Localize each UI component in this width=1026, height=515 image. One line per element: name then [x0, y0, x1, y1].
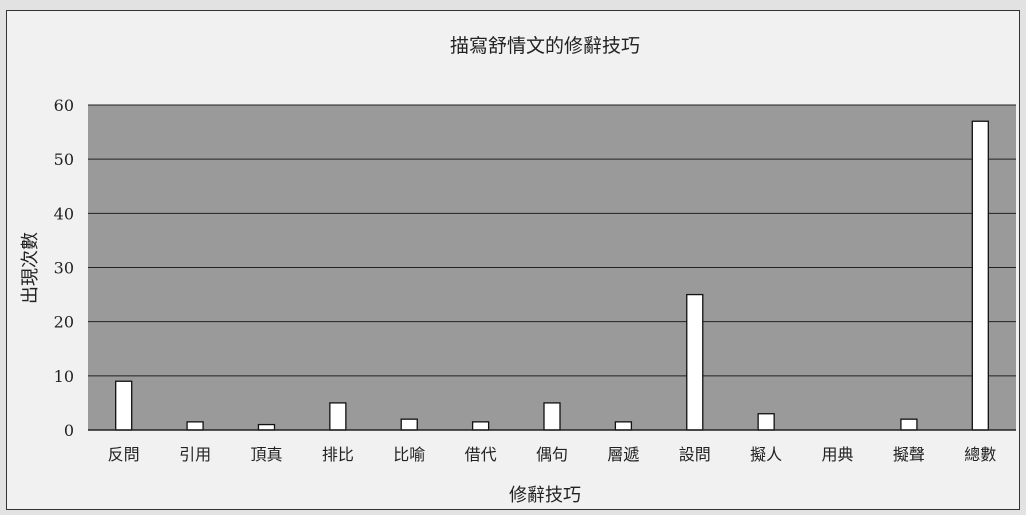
y-tick-label: 60 — [54, 96, 74, 115]
bar — [543, 402, 561, 431]
y-tick-label: 20 — [54, 313, 74, 332]
x-tick-label: 頂真 — [250, 445, 282, 464]
chart-title: 描寫舒情文的修辭技巧 — [450, 35, 640, 57]
x-tick-label: 排比 — [322, 445, 354, 464]
bar — [329, 402, 347, 431]
bar — [471, 421, 490, 431]
bar — [400, 418, 418, 431]
x-tick-label: 層遞 — [607, 445, 639, 464]
bars — [115, 120, 989, 431]
y-tick-label: 50 — [54, 150, 74, 169]
y-tick-label: 0 — [64, 421, 74, 440]
bar — [757, 413, 775, 431]
y-tick-label: 30 — [54, 259, 74, 278]
bar — [900, 418, 918, 431]
y-axis-ticks: 0 10 20 30 40 50 60 — [54, 96, 74, 440]
x-tick-label: 偶句 — [536, 445, 568, 464]
bar — [686, 293, 704, 431]
x-tick-label: 引用 — [179, 445, 211, 464]
y-axis-label: 出現次數 — [20, 232, 41, 304]
x-axis-ticks: 反問 引用 頂真 排比 比喻 借代 偶句 層遞 設問 擬人 用典 擬聲 總數 — [108, 445, 997, 464]
x-tick-label: 借代 — [465, 445, 497, 464]
y-tick-label: 10 — [54, 367, 74, 386]
x-tick-label: 總數 — [964, 445, 996, 464]
bar — [115, 380, 133, 431]
bar — [614, 421, 633, 431]
gridlines — [88, 104, 1016, 377]
x-tick-label: 比喻 — [393, 445, 425, 464]
bar — [257, 423, 276, 431]
x-axis-label: 修辭技巧 — [509, 485, 581, 506]
x-tick-label: 反問 — [108, 445, 140, 464]
x-tick-label: 擬聲 — [893, 445, 925, 464]
y-tick-label: 40 — [54, 204, 74, 223]
bar — [971, 120, 989, 431]
x-tick-label: 用典 — [822, 445, 854, 464]
x-tick-label: 擬人 — [750, 445, 782, 464]
bar — [186, 421, 204, 431]
x-tick-label: 設問 — [679, 445, 711, 464]
